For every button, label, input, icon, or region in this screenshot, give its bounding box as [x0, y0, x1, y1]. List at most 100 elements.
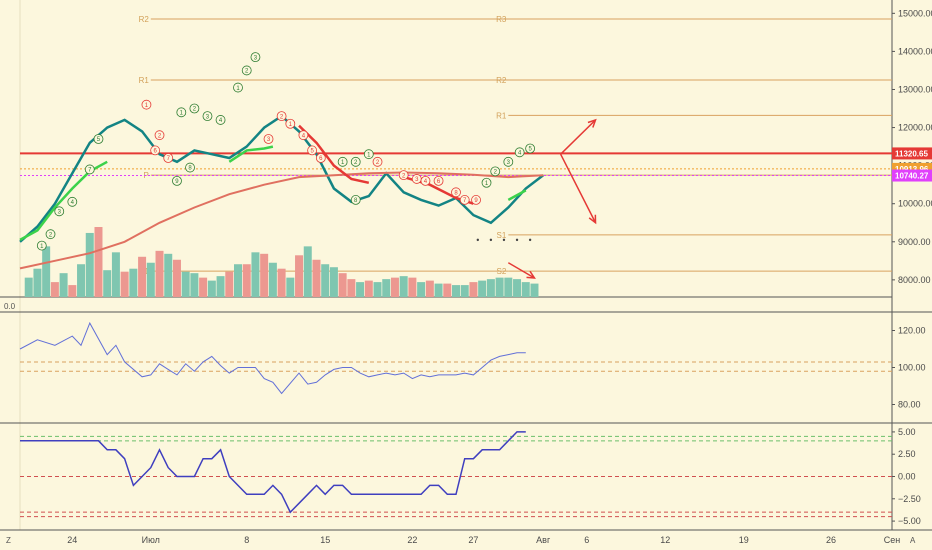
volume-bar [530, 283, 539, 297]
sequence-marker-label: 3 [415, 177, 419, 183]
y-tick-label: 2.50 [898, 449, 916, 459]
sequence-marker-label: 1 [367, 152, 371, 158]
sequence-marker [503, 156, 514, 167]
price-tag [892, 169, 932, 182]
volume-bar [33, 268, 42, 297]
pivot-level-label: S2 [497, 267, 507, 276]
sequence-marker [185, 162, 195, 173]
sequence-marker [451, 187, 461, 198]
volume-bar [417, 282, 426, 297]
sequence-marker [241, 65, 252, 76]
volume-bar [181, 271, 190, 297]
sequence-marker-label: 3 [507, 160, 511, 166]
price-tag-label: 10740.27 [895, 172, 929, 181]
sequence-marker-label: 8 [454, 190, 458, 196]
sequence-marker [525, 143, 536, 154]
indicator-2-pane [20, 431, 892, 518]
price-tag-label: 11320.65 [895, 149, 928, 158]
indicator-line [19, 321, 526, 395]
sequence-marker [202, 111, 213, 122]
volume-bar [452, 285, 460, 297]
y-tick-label: 12000.00 [898, 123, 932, 133]
x-axis-strip[interactable] [0, 530, 932, 550]
volume-bar [146, 262, 155, 297]
y-tick-label: 120.00 [898, 326, 926, 336]
x-tick-label: 6 [584, 535, 589, 545]
volume-bar [486, 279, 495, 297]
volume-bar [521, 282, 530, 297]
sequence-marker [45, 229, 56, 240]
bottom-right-corner-label[interactable]: A [910, 536, 916, 545]
y-axis-strip[interactable] [892, 0, 932, 550]
sequence-marker [67, 196, 78, 207]
x-tick-label: 12 [660, 535, 670, 545]
x-tick-label: Авг [536, 535, 551, 545]
volume-bar [382, 279, 391, 297]
indicator-1-pane [19, 321, 892, 395]
sequence-marker [172, 175, 182, 186]
y-tick-label: −2.50 [898, 494, 921, 504]
sequence-marker [350, 195, 361, 205]
x-tick-label: 15 [320, 535, 330, 545]
volume-bar [85, 232, 94, 297]
pivot-level-label: R1 [496, 111, 507, 120]
sequence-marker-label: 9 [175, 179, 179, 185]
x-tick-label: 27 [468, 535, 478, 545]
volume-bar [94, 227, 103, 297]
sequence-marker-label: 3 [58, 210, 62, 216]
sequence-marker [420, 175, 431, 186]
trend-segment [298, 124, 370, 185]
moving-average-line [19, 171, 544, 270]
pivot-level-label: R1 [139, 76, 150, 85]
sequence-marker [315, 153, 326, 163]
sequence-marker-label: 1 [40, 244, 44, 250]
volume-bar [356, 282, 365, 297]
volume-bar [312, 259, 321, 297]
pivot-level-label: P [143, 171, 148, 180]
sequence-marker-label: 8 [354, 198, 358, 204]
sequence-marker-label: 2 [245, 69, 249, 75]
x-tick-label: 26 [826, 535, 836, 545]
sequence-marker [250, 52, 261, 63]
sequence-marker-label: 7 [463, 198, 467, 204]
sequence-marker-label: 8 [188, 166, 192, 172]
volume-bar [399, 276, 408, 297]
volume-bar [164, 253, 173, 297]
y-tick-label: 14000.00 [898, 46, 932, 56]
sequence-marker [276, 111, 287, 122]
bottom-left-corner-label[interactable]: Z [6, 536, 11, 545]
sequence-marker [189, 103, 200, 114]
trend-segment [228, 145, 274, 163]
y-tick-label: 10000.00 [898, 199, 932, 209]
sequence-marker-label: 7 [167, 156, 171, 162]
sequence-marker [481, 177, 492, 188]
sequence-marker-label: 3 [206, 114, 210, 120]
x-tick-label: 8 [244, 535, 249, 545]
sequence-marker-label: 1 [180, 111, 184, 117]
x-tick-label: 22 [407, 535, 417, 545]
main-pane: R2R1R3R2R1PS1S1S232143211256789743213214… [19, 15, 892, 297]
sequence-marker-label: 2 [494, 170, 498, 176]
sequence-marker-label: 2 [376, 160, 380, 166]
volume-bar [216, 276, 225, 297]
sequence-marker-label: 1 [341, 160, 345, 166]
volume-bar [434, 283, 443, 297]
y-tick-label: −5.00 [898, 516, 921, 526]
axes-layer: 15000.0014000.0013000.0012000.0011000.00… [67, 8, 932, 545]
volume-bar [111, 252, 120, 297]
sequence-marker-label: 1 [145, 103, 149, 109]
y-tick-label: 15000.00 [898, 8, 932, 18]
volume-bar [242, 264, 251, 297]
sequence-marker-label: 9 [474, 198, 478, 204]
volume-bar [50, 282, 59, 297]
volume-bar [338, 273, 347, 297]
x-tick-label: Сен [884, 535, 901, 545]
y-tick-label: 100.00 [898, 363, 926, 373]
dot-marker [476, 238, 479, 242]
volume-bar [225, 271, 234, 297]
sequence-marker-label: 2 [193, 107, 197, 113]
sequence-marker [459, 195, 470, 205]
volume-bar [321, 264, 330, 297]
sequence-marker [36, 240, 47, 251]
sequence-marker-label: 4 [219, 118, 223, 124]
